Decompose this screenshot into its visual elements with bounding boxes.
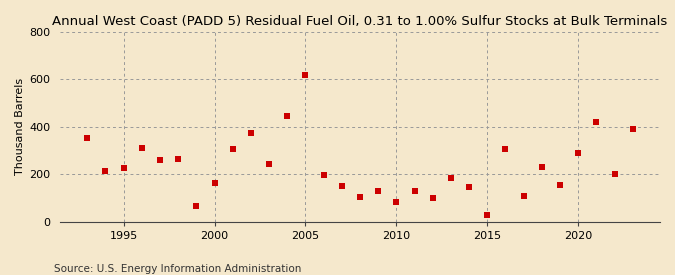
Point	[354, 195, 365, 199]
Point	[246, 131, 256, 135]
Point	[627, 127, 638, 131]
Point	[573, 151, 584, 155]
Title: Annual West Coast (PADD 5) Residual Fuel Oil, 0.31 to 1.00% Sulfur Stocks at Bul: Annual West Coast (PADD 5) Residual Fuel…	[53, 15, 668, 28]
Point	[173, 157, 184, 161]
Point	[118, 166, 129, 170]
Point	[446, 176, 456, 180]
Point	[100, 169, 111, 173]
Point	[155, 158, 165, 162]
Point	[391, 199, 402, 204]
Point	[136, 146, 147, 150]
Point	[409, 189, 420, 193]
Y-axis label: Thousand Barrels: Thousand Barrels	[15, 78, 25, 175]
Point	[482, 212, 493, 217]
Point	[609, 172, 620, 177]
Point	[336, 184, 347, 188]
Point	[82, 135, 92, 140]
Point	[318, 173, 329, 178]
Point	[500, 147, 511, 152]
Point	[427, 196, 438, 200]
Point	[227, 147, 238, 152]
Text: Source: U.S. Energy Information Administration: Source: U.S. Energy Information Administ…	[54, 264, 301, 274]
Point	[373, 189, 383, 193]
Point	[209, 180, 220, 185]
Point	[537, 165, 547, 169]
Point	[555, 183, 566, 187]
Point	[300, 72, 311, 77]
Point	[464, 185, 475, 189]
Point	[518, 193, 529, 198]
Point	[591, 120, 602, 124]
Point	[191, 204, 202, 208]
Point	[282, 114, 293, 118]
Point	[264, 161, 275, 166]
